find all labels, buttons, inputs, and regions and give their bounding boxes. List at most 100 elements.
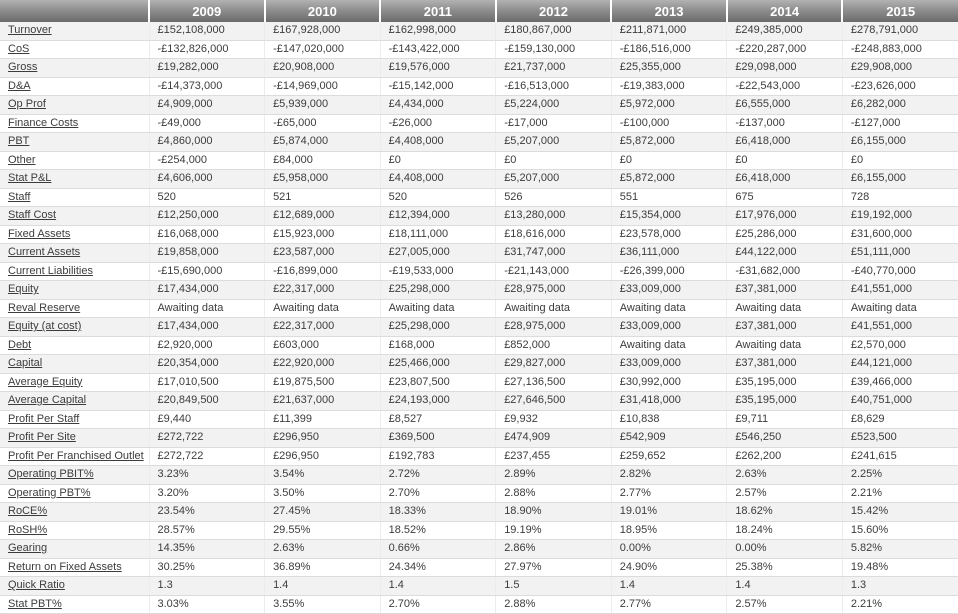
value-cell: £20,908,000 — [264, 58, 381, 78]
row-label-link[interactable]: Staff Cost — [8, 209, 57, 221]
table-row: Equity (at cost) £17,434,000 £22,317,000 £2… — [0, 317, 958, 337]
row-label-link[interactable]: RoCE% — [8, 505, 48, 517]
row-label-cell: Equity (at cost) — [0, 317, 149, 337]
value-cell: £249,385,000 — [726, 22, 843, 41]
row-label-link[interactable]: Stat PBT% — [8, 597, 62, 610]
row-label-cell: CoS — [0, 40, 149, 59]
row-label-cell: Quick Ratio — [0, 576, 149, 596]
value-cell: -£132,826,000 — [148, 40, 265, 59]
row-label-link[interactable]: Reval Reserve — [8, 301, 81, 314]
value-cell: £162,998,000 — [379, 22, 496, 41]
value-cell: 18.95% — [610, 521, 727, 540]
row-label-link[interactable]: Gearing — [8, 542, 48, 554]
row-label-link[interactable]: Staff — [8, 190, 31, 203]
row-label-link[interactable]: Fixed Assets — [8, 227, 71, 240]
value-cell: £5,939,000 — [264, 95, 381, 115]
value-cell: £37,381,000 — [726, 317, 843, 337]
value-cell: 0.66% — [379, 539, 496, 559]
value-cell: 5.82% — [841, 539, 958, 559]
row-label-link[interactable]: Return on Fixed Assets — [8, 560, 122, 573]
value-cell: £18,616,000 — [495, 225, 612, 244]
value-cell: £17,010,500 — [148, 373, 265, 392]
row-label-link[interactable]: Operating PBT% — [8, 486, 91, 499]
row-label-cell: Finance Costs — [0, 114, 149, 133]
value-cell: £272,722 — [148, 447, 265, 466]
row-label-link[interactable]: Current Assets — [8, 246, 81, 258]
row-label-link[interactable]: Profit Per Staff — [8, 412, 80, 425]
value-cell: 2.86% — [495, 539, 612, 559]
row-label-link[interactable]: Turnover — [8, 24, 52, 36]
value-cell: £22,920,000 — [264, 354, 381, 374]
value-cell: 29.55% — [264, 521, 381, 540]
row-label-link[interactable]: Stat P&L — [8, 172, 52, 184]
row-label-link[interactable]: Operating PBIT% — [8, 468, 94, 480]
value-cell: 3.20% — [148, 484, 265, 503]
value-cell: -£16,513,000 — [495, 77, 612, 96]
table-row: Fixed Assets £16,068,000 £15,923,000 £18,11… — [0, 225, 958, 244]
row-label-cell: Other — [0, 151, 149, 170]
row-label-link[interactable]: CoS — [8, 42, 30, 55]
row-label-link[interactable]: Op Prof — [8, 98, 46, 110]
value-cell: £369,500 — [379, 428, 496, 448]
value-cell: -£14,373,000 — [148, 77, 265, 96]
value-cell: 1.5 — [495, 576, 612, 596]
value-cell: 2.77% — [610, 484, 727, 503]
value-cell: £25,298,000 — [379, 317, 496, 337]
value-cell: £51,111,000 — [841, 243, 958, 263]
value-cell: -£254,000 — [148, 151, 265, 170]
row-label-link[interactable]: Profit Per Site — [8, 431, 76, 443]
row-label-link[interactable]: PBT — [8, 135, 30, 147]
row-label-link[interactable]: Debt — [8, 338, 32, 351]
value-cell: 27.45% — [264, 502, 381, 522]
row-label-link[interactable]: D&A — [8, 79, 31, 92]
value-cell: 24.90% — [610, 558, 727, 577]
value-cell: £31,600,000 — [841, 225, 958, 244]
value-cell: £23,587,000 — [264, 243, 381, 263]
value-cell: £28,975,000 — [495, 280, 612, 300]
value-cell: £29,827,000 — [495, 354, 612, 374]
row-label-link[interactable]: Quick Ratio — [8, 579, 65, 591]
value-cell: -£49,000 — [148, 114, 265, 133]
row-label-link[interactable]: Equity (at cost) — [8, 320, 82, 332]
row-label-link[interactable]: Average Equity — [8, 375, 83, 388]
row-label-link[interactable]: Finance Costs — [8, 116, 79, 129]
value-cell: -£14,969,000 — [264, 77, 381, 96]
value-cell: 19.19% — [495, 521, 612, 540]
value-cell: £35,195,000 — [726, 391, 843, 411]
value-cell: -£19,533,000 — [379, 262, 496, 281]
value-cell: £27,136,500 — [495, 373, 612, 392]
value-cell: £17,976,000 — [726, 206, 843, 226]
value-cell: 2.88% — [495, 595, 612, 614]
value-cell: £152,108,000 — [148, 22, 265, 41]
value-cell: -£15,690,000 — [148, 262, 265, 281]
value-cell: £19,858,000 — [148, 243, 265, 263]
row-label-link[interactable]: Gross — [8, 61, 38, 73]
row-label-link[interactable]: Other — [8, 153, 36, 166]
value-cell: 0.00% — [610, 539, 727, 559]
row-label-cell: Stat P&L — [0, 169, 149, 189]
year-header-row: 2009 2010 2011 2012 2013 2014 2015 — [0, 0, 958, 22]
row-label-link[interactable]: Average Capital — [8, 394, 87, 406]
value-cell: £5,207,000 — [495, 132, 612, 152]
value-cell: £84,000 — [264, 151, 381, 170]
row-label-link[interactable]: Profit Per Franchised Outlet — [8, 449, 144, 462]
row-label-link[interactable]: RoSH% — [8, 523, 48, 536]
value-cell: £6,418,000 — [726, 169, 843, 189]
value-cell: £5,872,000 — [610, 132, 727, 152]
table-row: Op Prof £4,909,000 £5,939,000 £4,434,000 £5,… — [0, 95, 958, 115]
value-cell: 520 — [379, 188, 496, 207]
row-label-link[interactable]: Current Liabilities — [8, 264, 93, 277]
value-cell: £6,282,000 — [841, 95, 958, 115]
value-cell: £19,875,500 — [264, 373, 381, 392]
row-label-link[interactable]: Capital — [8, 357, 43, 369]
row-label-cell: RoSH% — [0, 521, 149, 540]
value-cell: 2.70% — [379, 595, 496, 614]
value-cell: Awaiting data — [379, 299, 496, 318]
row-label-link[interactable]: Equity — [8, 283, 39, 295]
value-cell: £4,408,000 — [379, 132, 496, 152]
value-cell: -£137,000 — [726, 114, 843, 133]
value-cell: £37,381,000 — [726, 354, 843, 374]
table-row: RoCE% 23.54% 27.45% 18.33% 18.90% 19.01% 18.62… — [0, 502, 958, 522]
table-row: Other -£254,000 £84,000 £0 £0 £0 £0 £0 — [0, 151, 958, 170]
row-label-cell: Return on Fixed Assets — [0, 558, 149, 577]
